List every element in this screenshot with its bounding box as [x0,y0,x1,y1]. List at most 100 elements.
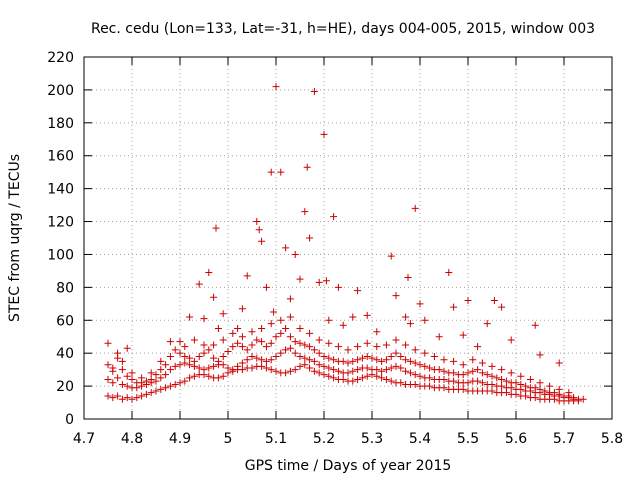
data-point [306,364,314,372]
data-point [181,343,189,351]
data-point [315,369,323,377]
data-point [306,356,314,364]
data-point [541,387,549,395]
x-tick-label: 5.2 [313,431,335,447]
data-point [574,395,582,403]
data-point [152,371,160,379]
data-point [162,384,170,392]
data-point [387,377,395,385]
data-point [166,352,174,360]
data-point [142,377,150,385]
data-point [392,362,400,370]
data-point [147,369,155,377]
data-point [214,325,222,332]
x-tick-label: 5.6 [505,431,527,447]
data-point [363,352,371,360]
data-point [421,349,429,357]
data-point [186,313,194,321]
data-point [526,376,534,384]
data-point [229,366,237,374]
data-point [406,357,414,365]
data-point [483,320,491,328]
data-point [181,352,189,360]
data-point [378,374,386,382]
data-point [392,349,400,357]
data-point [325,339,333,347]
data-point [517,380,525,388]
data-points [104,83,587,405]
data-point [272,367,280,375]
data-point [339,376,347,384]
data-point [310,346,318,354]
data-point [306,329,314,337]
data-point [378,357,386,365]
data-point [498,376,506,384]
data-point [363,364,371,372]
data-point [469,356,477,364]
data-point [402,367,410,375]
data-point [358,354,366,362]
data-point [459,331,467,339]
data-point [291,250,299,258]
data-point [354,287,362,295]
data-point [387,252,395,260]
data-point [344,369,352,377]
data-point [248,341,256,349]
data-point [267,320,275,328]
data-point [157,357,165,365]
data-point [531,384,539,392]
x-tick-label: 5.7 [553,431,575,447]
data-point [315,361,323,369]
data-point [181,377,189,385]
data-point [118,395,126,403]
data-point [339,321,347,329]
data-point [546,382,554,390]
data-point [404,273,412,281]
data-point [214,357,222,365]
data-point [306,343,314,351]
data-point [411,380,419,388]
data-point [219,372,227,380]
data-point [387,364,395,372]
data-point [310,88,318,96]
data-point [286,367,294,375]
data-point [536,385,544,393]
data-point [411,204,419,212]
data-point [272,333,280,341]
data-point [301,354,309,362]
data-point [128,369,136,377]
data-point [464,379,472,387]
y-tick-label: 180 [47,116,74,132]
x-tick-label: 4.7 [73,431,95,447]
data-point [210,354,218,362]
data-point [238,343,246,351]
data-point [262,343,270,351]
data-point [114,374,122,382]
data-point [296,339,304,347]
data-point [128,395,136,403]
data-point [450,303,458,311]
data-point [238,333,246,341]
data-point [286,295,294,303]
data-point [253,218,261,226]
data-point [190,357,198,365]
data-point [325,354,333,362]
data-point [435,366,443,374]
data-point [267,168,275,176]
data-point [325,372,333,380]
axis-ticks [83,56,613,420]
data-point [354,343,362,351]
data-point [459,385,467,393]
data-point [166,382,174,390]
x-tick-label: 5.1 [265,431,287,447]
data-point [416,300,424,308]
y-tick-label: 140 [47,182,74,198]
data-point [296,352,304,360]
data-point [464,297,472,305]
data-point [157,366,165,374]
data-point [490,297,498,305]
x-tick-label: 5.8 [601,431,623,447]
data-point [190,372,198,380]
data-point [210,341,218,349]
data-point [205,364,213,372]
